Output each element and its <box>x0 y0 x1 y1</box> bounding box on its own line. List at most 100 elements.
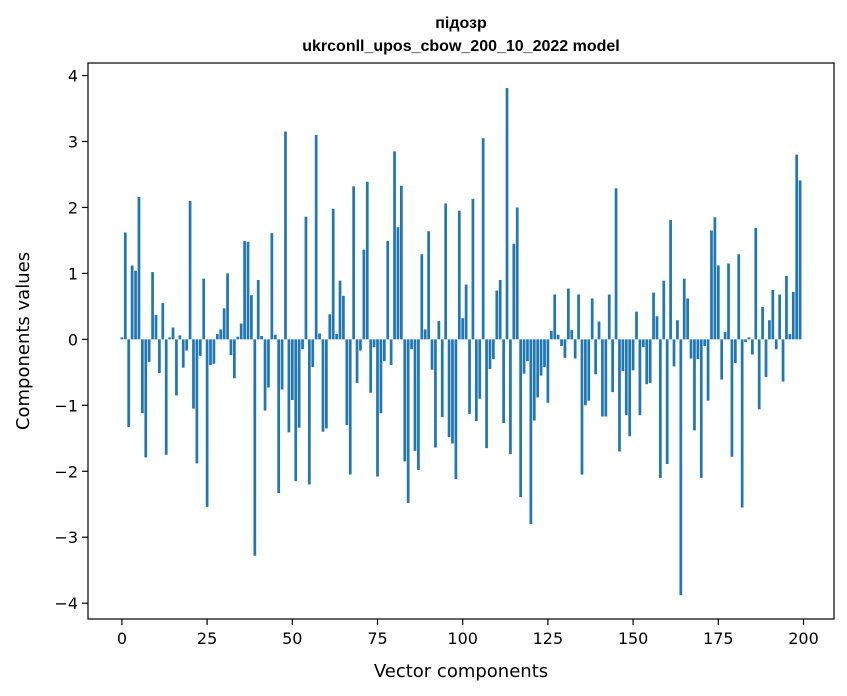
bar <box>365 181 369 340</box>
y-tick-label: 4 <box>68 67 78 86</box>
bar <box>338 280 342 340</box>
bar <box>679 339 683 596</box>
bar <box>290 339 294 401</box>
bar <box>751 339 754 355</box>
bar <box>434 339 437 448</box>
bar <box>485 339 488 449</box>
bar <box>587 339 591 401</box>
bar <box>355 339 359 383</box>
bar <box>689 339 693 359</box>
bar <box>662 280 666 340</box>
bar <box>406 339 410 503</box>
y-tick-label: 3 <box>68 132 78 151</box>
x-tick-label: 150 <box>618 629 649 648</box>
bar <box>563 339 567 358</box>
plot-frame <box>87 62 835 620</box>
bar <box>754 227 758 340</box>
bar <box>175 339 178 396</box>
bar <box>778 294 782 340</box>
bar <box>536 339 540 398</box>
bar <box>716 265 720 340</box>
bar <box>134 270 137 340</box>
bar <box>543 339 546 368</box>
bar <box>713 217 717 340</box>
bar <box>457 210 461 340</box>
bar <box>178 335 182 340</box>
bar <box>376 339 379 477</box>
bar <box>733 339 737 364</box>
bar <box>198 339 202 356</box>
chart-title-line-2: ukrconll_upos_cbow_200_10_2022 model <box>302 38 619 55</box>
bar <box>652 292 655 340</box>
bar <box>795 154 799 340</box>
bar <box>215 334 219 340</box>
bar <box>502 339 505 424</box>
bar <box>270 233 274 340</box>
bar <box>413 339 417 451</box>
bar <box>260 336 263 340</box>
bar <box>188 200 192 340</box>
bar <box>621 339 625 372</box>
bar <box>318 333 321 340</box>
bar <box>740 339 744 508</box>
bar <box>495 290 499 340</box>
bar <box>372 339 376 348</box>
bar <box>791 291 795 340</box>
bar <box>144 339 148 458</box>
bar <box>342 295 345 340</box>
bar <box>488 339 492 370</box>
bar <box>682 278 686 340</box>
y-axis-ticks: 4 3 2 1 0 −1 −2 −3 −4 <box>54 67 88 613</box>
bar <box>403 339 407 462</box>
bar <box>311 339 315 368</box>
bar <box>771 289 775 340</box>
bar <box>168 337 171 340</box>
bar <box>151 272 154 340</box>
bar <box>785 276 788 340</box>
bar <box>607 294 611 340</box>
bar <box>573 339 577 359</box>
bar <box>410 339 413 350</box>
bar <box>590 298 594 340</box>
bar <box>287 339 291 433</box>
bar <box>202 278 206 340</box>
bar <box>137 196 141 340</box>
bar <box>369 339 373 393</box>
bar <box>297 339 301 428</box>
bar <box>140 339 144 414</box>
bar <box>192 339 195 409</box>
bar <box>747 337 751 340</box>
bar <box>676 320 679 340</box>
bar <box>546 339 550 403</box>
bar <box>147 339 151 362</box>
bar <box>236 336 240 340</box>
bar <box>301 339 304 350</box>
bar <box>539 339 543 376</box>
bar <box>389 339 393 366</box>
bar <box>352 186 356 340</box>
bar <box>171 327 175 340</box>
bar <box>553 294 557 340</box>
bar <box>515 207 519 340</box>
bar <box>638 339 642 416</box>
bar <box>123 232 127 340</box>
bar <box>379 339 383 414</box>
bar <box>130 265 134 340</box>
y-tick-label: 1 <box>68 264 78 283</box>
bar <box>659 339 662 478</box>
bar <box>280 339 284 390</box>
bar <box>744 339 747 342</box>
bar <box>696 339 700 360</box>
bar <box>512 243 516 340</box>
bar <box>474 339 478 422</box>
bar <box>624 339 628 416</box>
bar <box>566 288 570 340</box>
bar <box>798 180 802 340</box>
bar <box>727 263 730 340</box>
bar <box>335 334 338 340</box>
bar <box>686 298 689 340</box>
x-tick-label: 75 <box>367 629 387 648</box>
bar <box>781 339 785 382</box>
bar <box>284 131 287 340</box>
bar <box>669 219 672 340</box>
